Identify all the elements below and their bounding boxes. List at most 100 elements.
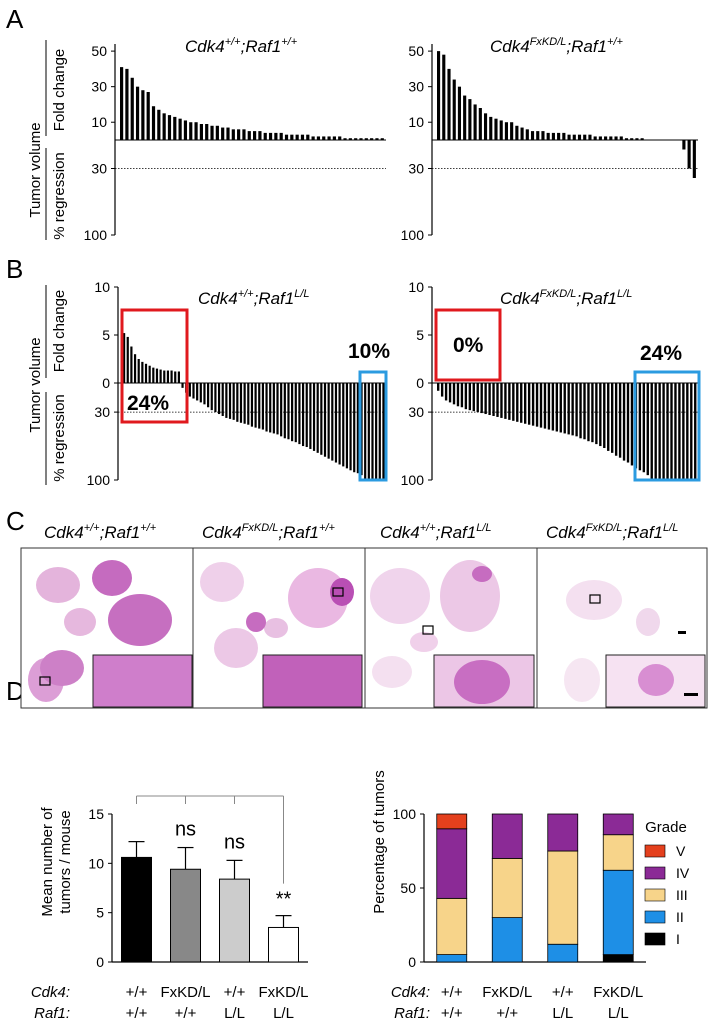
- bar: [622, 383, 626, 461]
- bar: [546, 132, 550, 140]
- tick-label-regression: 100: [87, 472, 111, 488]
- bar: [478, 108, 482, 140]
- bar: [614, 136, 618, 140]
- bar: [199, 124, 203, 140]
- x-raf1-value: L/L: [552, 1005, 573, 1022]
- e-bar-segment-IV: [436, 828, 468, 899]
- e-bar-segment-I: [602, 954, 634, 963]
- bar: [638, 383, 642, 471]
- x-cdk4-value: FxKD/L: [160, 984, 210, 1001]
- bar: [316, 136, 321, 140]
- bar: [130, 77, 134, 140]
- bar: [371, 383, 374, 480]
- bar: [265, 383, 268, 432]
- bar: [499, 120, 503, 140]
- e-bar-segment-II: [436, 954, 468, 963]
- e-bar-segment-III: [436, 897, 468, 955]
- b-left-blue-label: 10%: [348, 340, 390, 363]
- bar: [272, 383, 275, 434]
- bar: [247, 131, 251, 140]
- tick-label-fold: 10: [91, 114, 107, 130]
- bar: [690, 383, 693, 480]
- panel-letter-b: B: [6, 254, 23, 284]
- bar: [510, 122, 514, 140]
- bar: [500, 383, 503, 418]
- e-legend-label-V: V: [676, 843, 686, 859]
- b-right-red-label: 0%: [453, 334, 484, 357]
- bar: [130, 346, 133, 383]
- bar: [609, 136, 613, 140]
- bar: [243, 383, 246, 424]
- bar: [295, 134, 299, 140]
- bar: [141, 90, 145, 140]
- panel-d-chart: Mean number of tumors / mouse 0 5 10 15 ns ns…: [39, 795, 308, 970]
- bar: [159, 369, 162, 383]
- bar: [221, 127, 225, 140]
- bar: [237, 129, 241, 140]
- bar: [120, 67, 124, 140]
- bar: [682, 383, 685, 480]
- bar: [231, 129, 235, 140]
- bar: [151, 106, 156, 140]
- bar: [349, 383, 352, 471]
- bar: [290, 134, 294, 140]
- bar: [367, 383, 370, 480]
- tick-label-fold: 5: [416, 327, 424, 343]
- bar: [547, 383, 551, 430]
- histology-image-3: [370, 560, 535, 708]
- bar: [228, 383, 232, 419]
- e-bar-segment-II: [547, 943, 579, 963]
- bar: [331, 383, 334, 461]
- x-cdk4-value: +/+: [441, 984, 463, 1001]
- bar: [279, 132, 283, 140]
- bar: [345, 383, 349, 469]
- bar: [559, 383, 562, 433]
- bar: [654, 383, 657, 480]
- bar: [174, 371, 177, 383]
- e-legend-label-IV: IV: [676, 865, 690, 881]
- x-cdk4-value: +/+: [224, 984, 246, 1001]
- bar: [460, 383, 464, 408]
- bar: [173, 116, 177, 140]
- d-x-groups: Cdk4: Raf1: +/+ +/+ FxKD/L +/+ +/+ L/L FxKD/L L/L: [31, 984, 309, 1022]
- x-row-label-raf1: Raf1:: [34, 1005, 70, 1022]
- bar: [448, 383, 452, 403]
- bar: [555, 383, 559, 432]
- bar: [382, 383, 385, 480]
- e-legend-swatch-V: [644, 844, 666, 858]
- ylabel-tumor-volume: Tumor volume: [27, 122, 44, 217]
- bar: [162, 113, 166, 140]
- bar: [225, 383, 228, 418]
- bar: [492, 383, 495, 416]
- bar: [133, 354, 137, 383]
- c-title-4: Cdk4FxKD/L;Raf1L/L: [546, 522, 678, 542]
- bar: [666, 383, 669, 480]
- bar: [587, 383, 590, 442]
- bar: [125, 68, 129, 140]
- bar: [148, 365, 151, 383]
- d-bar: [121, 856, 152, 963]
- bar: [126, 336, 129, 383]
- bar: [167, 115, 172, 140]
- d-tick-label: 5: [96, 905, 104, 921]
- bar: [496, 383, 499, 417]
- bar: [311, 136, 315, 140]
- x-row-label-cdk4: Cdk4:: [391, 984, 430, 1001]
- bar: [682, 140, 686, 150]
- bar: [196, 383, 199, 401]
- tick-label-fold: 30: [91, 79, 107, 95]
- bar: [599, 383, 602, 447]
- e-bar-segment-III: [491, 858, 523, 919]
- waterfall-a-left: 50 30 10 30 100: [84, 43, 386, 243]
- bar: [611, 383, 614, 453]
- b-left-red-label: 24%: [127, 392, 169, 415]
- bar: [380, 138, 384, 140]
- bar: [287, 383, 290, 440]
- bar: [214, 383, 217, 413]
- e-tick-label: 0: [408, 954, 416, 970]
- bar: [571, 383, 574, 436]
- e-legend-title: Grade: [645, 819, 687, 836]
- bar: [250, 383, 254, 427]
- bar: [593, 136, 597, 140]
- bar: [456, 383, 460, 407]
